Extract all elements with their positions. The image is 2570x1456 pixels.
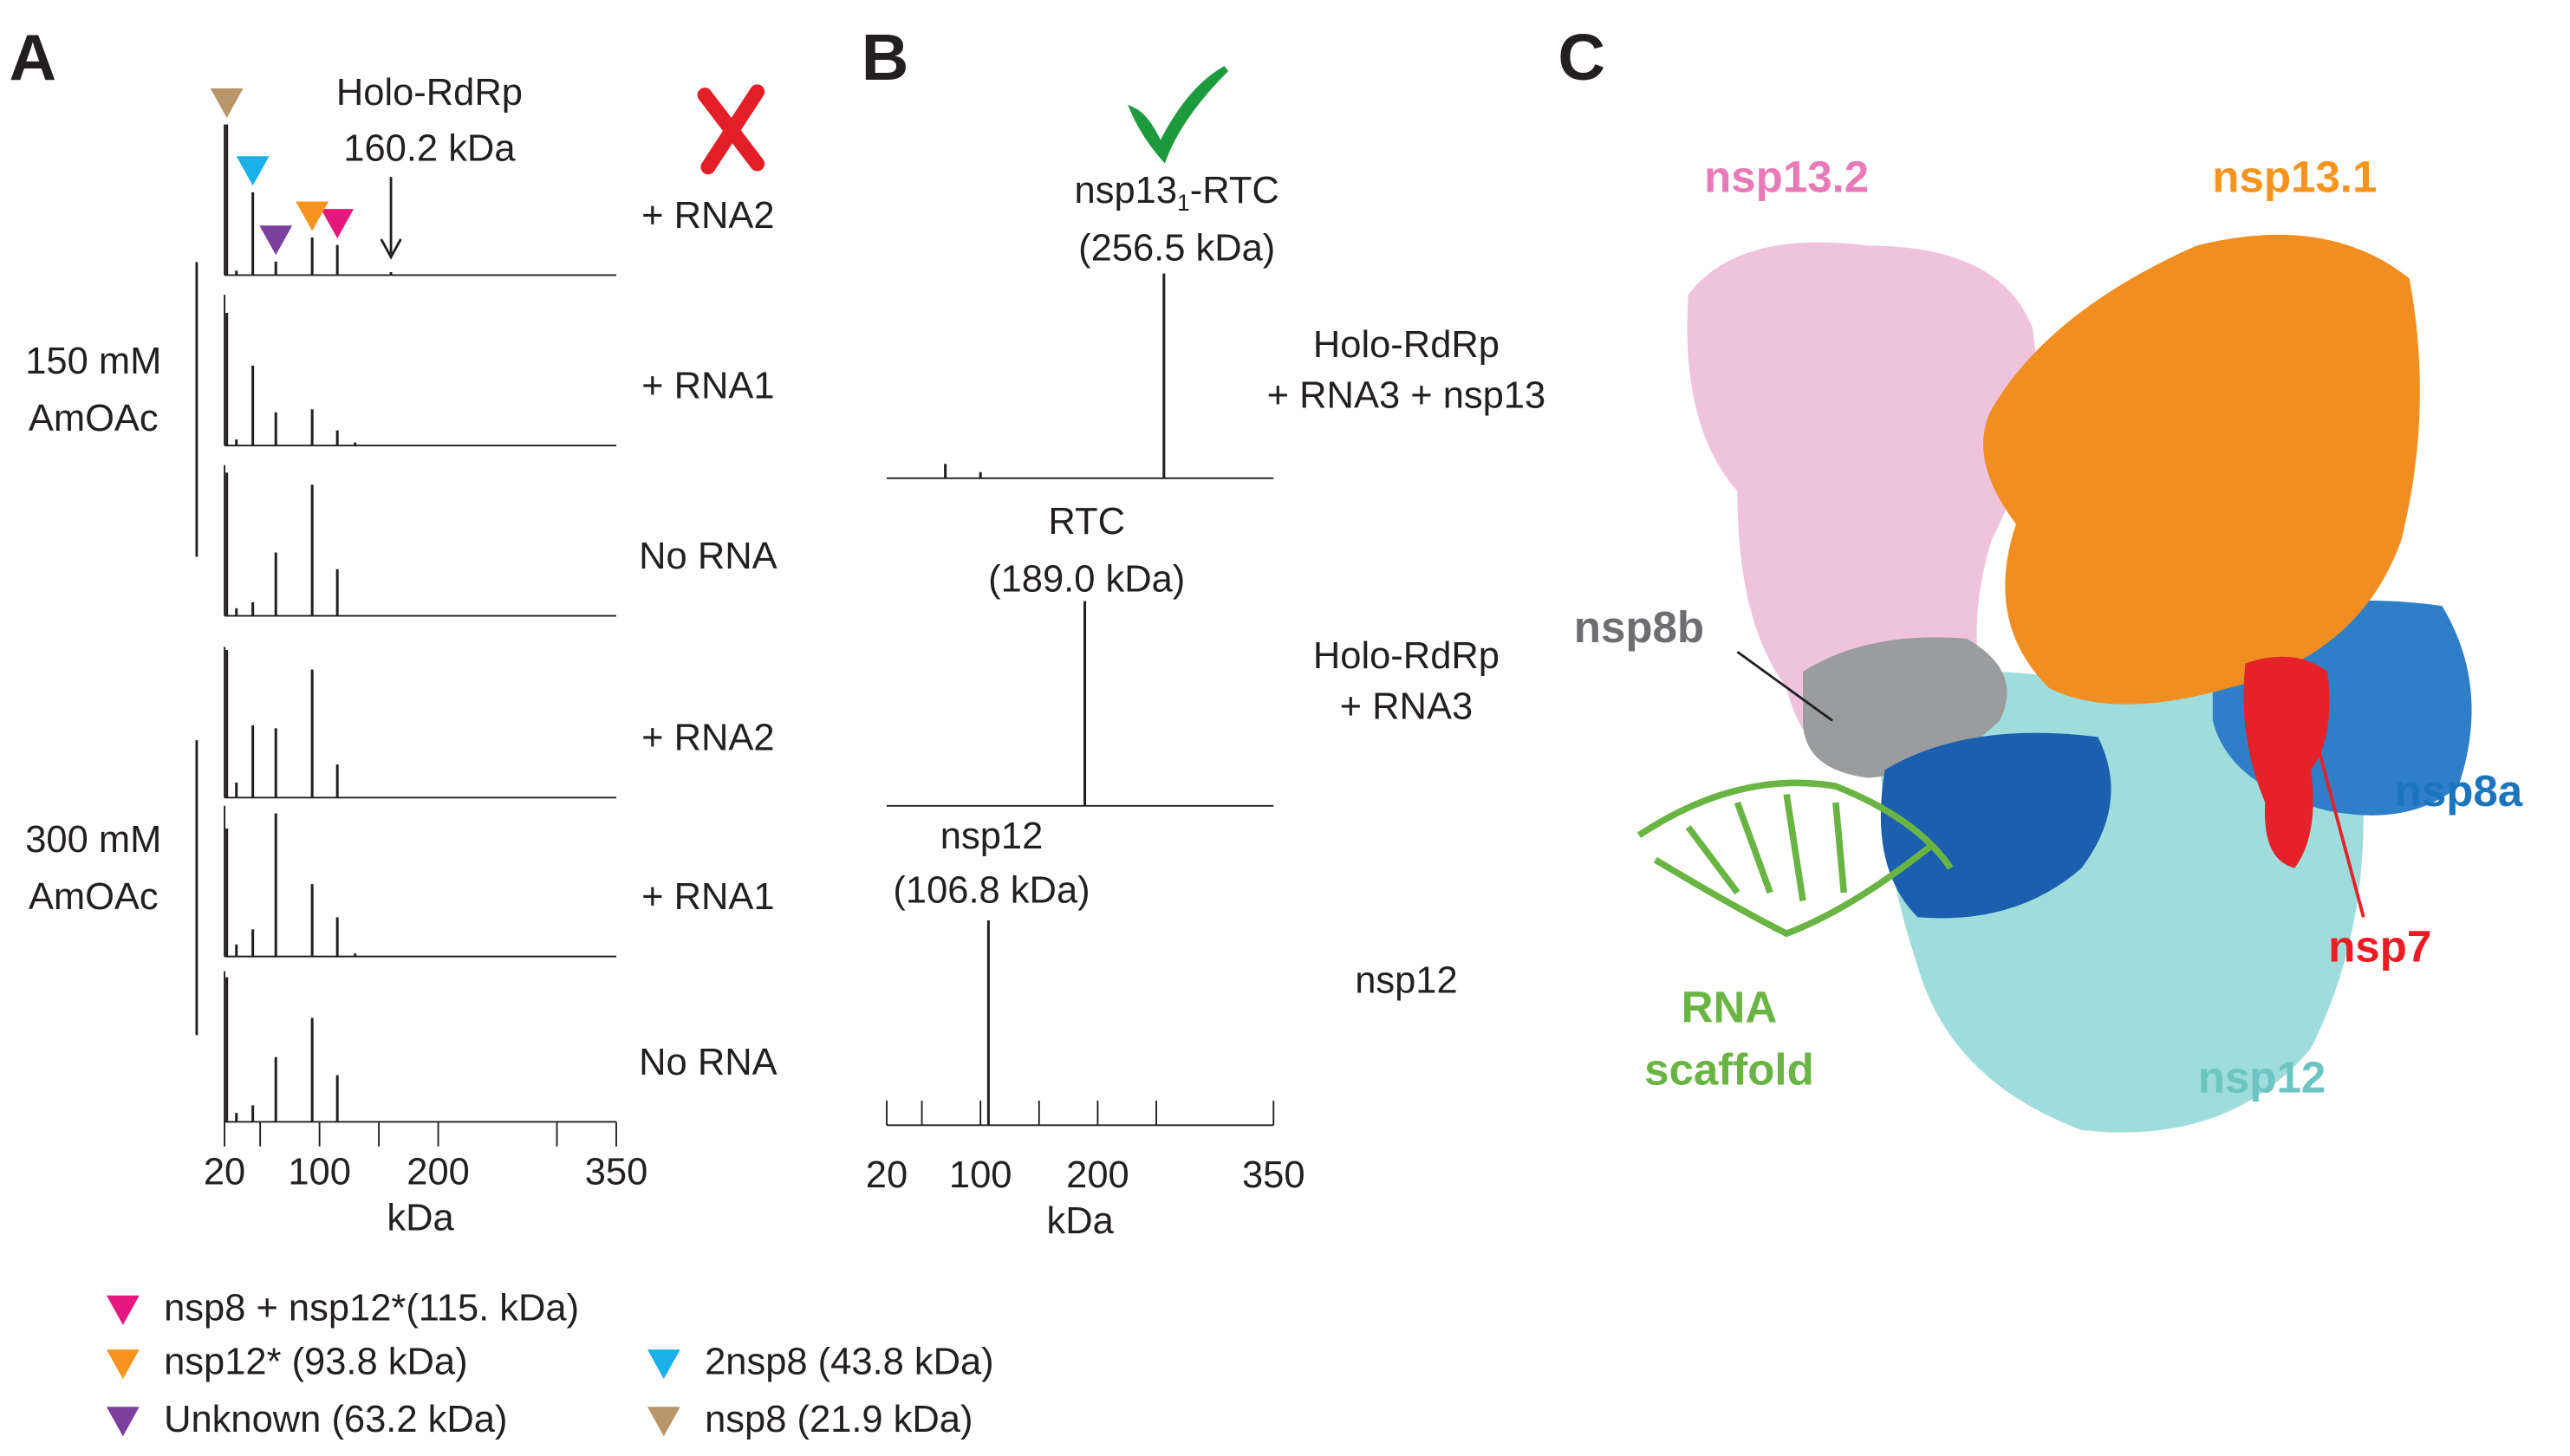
legend-swatch (106, 1349, 140, 1380)
label: 20 (204, 1151, 245, 1193)
peak-marker (259, 225, 293, 256)
panel-letter: A (10, 22, 57, 94)
label: + RNA3 + nsp13 (1267, 375, 1545, 417)
success-icon (1127, 66, 1229, 164)
label: nsp12* (93.8 kDa) (164, 1342, 467, 1383)
legend-swatch (647, 1349, 680, 1380)
label: kDa (387, 1197, 454, 1238)
peak-label-sub: 1 (1177, 190, 1190, 216)
structure-label: nsp8b (1574, 602, 1704, 652)
label: (256.5 kDa) (1078, 228, 1275, 270)
label: kDa (1046, 1200, 1114, 1242)
label: 300 mM (25, 819, 161, 861)
label: nsp8 + nsp12*(115. kDa) (164, 1287, 579, 1329)
label: + RNA1 (641, 876, 774, 918)
label: No RNA (639, 536, 777, 577)
label: nsp12 (1355, 959, 1457, 1001)
panel-letter: C (1558, 22, 1605, 94)
legend-swatch (106, 1407, 140, 1437)
label: AmOAc (29, 876, 159, 918)
peak-label-part: -RTC (1190, 170, 1279, 211)
rna-helix (1636, 779, 1954, 938)
label: + RNA2 (641, 195, 774, 237)
fail-icon (697, 84, 765, 175)
structure-label: RNA (1682, 982, 1778, 1031)
peak-marker (210, 88, 244, 119)
nsp8-domain-surface (1880, 732, 2111, 919)
label: Holo-RdRp (1313, 635, 1500, 677)
leader-line (1736, 650, 1833, 722)
label: Holo-RdRp (336, 72, 523, 114)
label: Unknown (63.2 kDa) (164, 1399, 507, 1440)
arrow-head (380, 238, 402, 260)
label: (189.0 kDa) (988, 558, 1185, 600)
label: 350 (1242, 1154, 1305, 1196)
label: 100 (949, 1154, 1012, 1196)
label: 20 (866, 1154, 908, 1196)
label: nsp8 (21.9 kDa) (705, 1399, 973, 1440)
structure-label: nsp13.2 (1704, 152, 1869, 201)
peak-label-part: nsp13 (1075, 170, 1177, 211)
legend-swatch (647, 1407, 680, 1437)
structure-label: nsp13.1 (2212, 152, 2377, 201)
peak-marker (321, 209, 355, 239)
peak-marker (296, 201, 329, 231)
label: + RNA3 (1340, 686, 1473, 728)
label: (106.8 kDa) (893, 869, 1090, 911)
label: Holo-RdRp (1313, 324, 1500, 366)
label: 200 (1066, 1154, 1129, 1196)
label: nsp12 (940, 816, 1043, 857)
structure-label: scaffold (1644, 1044, 1814, 1094)
nsp13-1-surface (1983, 234, 2420, 705)
label: + RNA2 (641, 718, 774, 759)
label: + RNA1 (641, 365, 774, 406)
structure-label: nsp12 (2198, 1053, 2326, 1102)
label: 350 (585, 1151, 648, 1193)
structure-label: nsp7 (2328, 922, 2431, 972)
nsp7-surface (2243, 656, 2330, 868)
label: 100 (288, 1151, 351, 1193)
label: RTC (1048, 501, 1125, 543)
structure-label: nsp8a (2395, 766, 2523, 816)
label: No RNA (639, 1042, 777, 1083)
panel-letter: B (862, 22, 909, 94)
legend-swatch (106, 1295, 140, 1325)
peak-marker (236, 156, 270, 186)
label: AmOAc (29, 398, 159, 439)
label: 160.2 kDa (343, 127, 516, 169)
peak-label: nsp131-RTC (1075, 170, 1279, 216)
label: 2nsp8 (43.8 kDa) (705, 1342, 994, 1383)
structure: nsp13.2 nsp13.1 nsp8b nsp8a nsp7 RNA sca… (1574, 152, 2523, 1133)
leader-line (2309, 720, 2365, 918)
label: 200 (407, 1151, 470, 1193)
label: 150 mM (25, 341, 161, 382)
